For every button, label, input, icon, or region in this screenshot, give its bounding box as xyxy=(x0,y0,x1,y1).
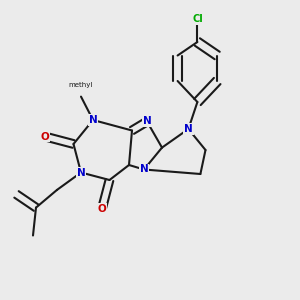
Text: O: O xyxy=(98,203,106,214)
Text: N: N xyxy=(184,124,193,134)
Text: N: N xyxy=(88,115,98,125)
Text: N: N xyxy=(140,164,148,175)
Text: N: N xyxy=(76,167,85,178)
Text: O: O xyxy=(40,131,50,142)
Text: Cl: Cl xyxy=(192,14,203,25)
Text: N: N xyxy=(142,116,152,127)
Text: methyl: methyl xyxy=(69,82,93,88)
